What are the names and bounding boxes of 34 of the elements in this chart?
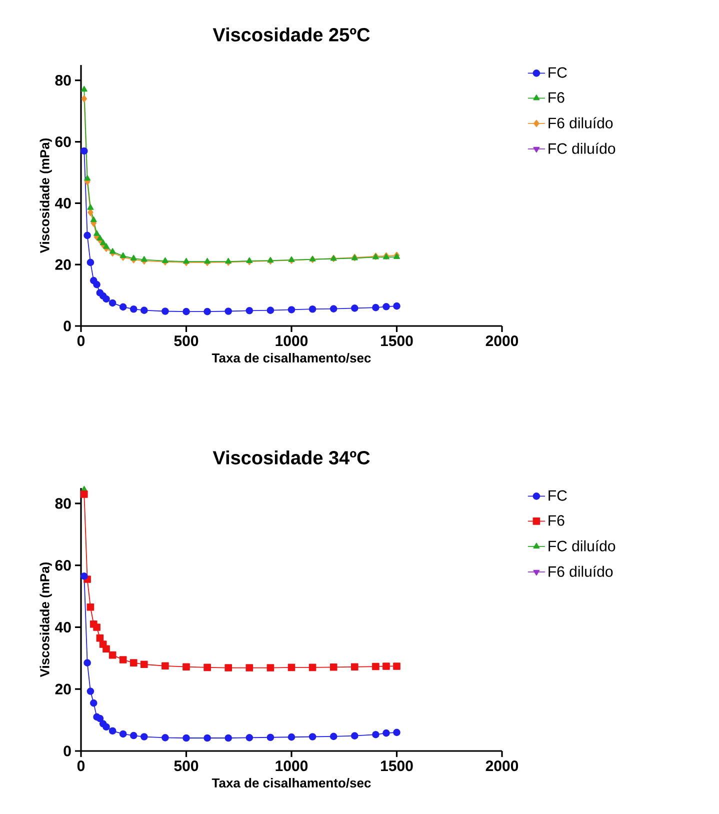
y-tick-label: 0	[64, 320, 71, 332]
chart-title: Viscosidade 25ºC	[212, 28, 370, 42]
x-axis-title: Taxa de cisalhamento/sec	[212, 778, 371, 788]
y-axis-title: Viscosidade (mPa)	[40, 138, 52, 254]
y-tick-label: 0	[64, 746, 71, 756]
legend-label: FC	[548, 490, 567, 501]
legend-label: FC	[548, 67, 567, 78]
y-tick-label: 80	[55, 498, 71, 509]
legend-label: F6 diluído	[548, 117, 613, 128]
x-tick-label: 500	[174, 336, 198, 346]
legend-label: FC diluído	[548, 540, 616, 552]
chart-title: Viscosidade 34ºC	[212, 450, 370, 464]
y-axis-title: Viscosidade (mPa)	[40, 562, 52, 678]
y-tick-label: 20	[55, 684, 71, 694]
legend-label: FC diluído	[548, 142, 616, 154]
x-tick-label: 1000	[276, 336, 308, 346]
x-tick-label: 1500	[381, 760, 413, 772]
legend-label: F6	[548, 515, 564, 526]
x-tick-label: 1000	[276, 760, 308, 772]
x-tick-label: 500	[174, 760, 198, 772]
x-tick-label: 1500	[381, 336, 413, 346]
y-tick-label: 60	[55, 136, 71, 148]
y-tick-label: 60	[55, 560, 71, 571]
legend-label: F6 diluído	[548, 566, 613, 577]
x-tick-label: 2000	[486, 336, 518, 346]
y-tick-label: 80	[55, 75, 71, 86]
y-tick-label: 20	[55, 259, 71, 270]
x-axis-title: Taxa de cisalhamento/sec	[212, 353, 371, 363]
y-tick-label: 40	[55, 198, 71, 208]
y-tick-label: 40	[55, 622, 71, 633]
x-tick-label: 0	[77, 760, 85, 772]
legend-label: F6	[548, 92, 564, 103]
x-tick-label: 2000	[486, 760, 518, 772]
x-tick-label: 0	[77, 336, 85, 346]
